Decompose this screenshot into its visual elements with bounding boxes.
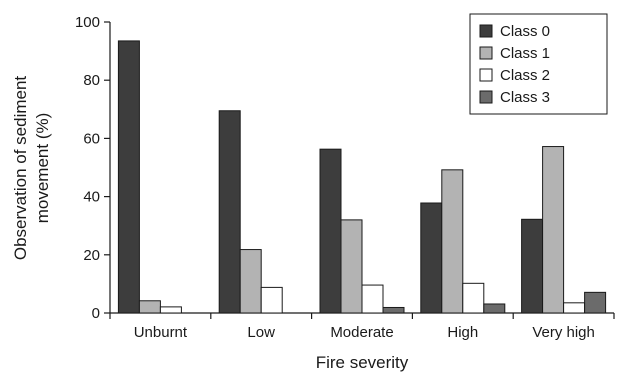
- bar-class-1-unburnt: [138, 300, 161, 314]
- bar-class-2-high: [462, 282, 485, 314]
- legend-label: Class 0: [500, 23, 550, 40]
- bar-class-0-unburnt: [117, 40, 140, 314]
- legend-box: [469, 13, 608, 115]
- y-tick-label: 20: [83, 247, 100, 264]
- bar-class-2-unburnt: [159, 306, 182, 314]
- y-tick-label: 60: [83, 130, 100, 147]
- legend-swatch: [479, 68, 493, 82]
- bar-class-0-high: [420, 202, 443, 314]
- bar-class-0-very-high: [521, 218, 544, 314]
- y-axis: 0 20 40 60 80 100: [75, 14, 111, 322]
- legend-swatch: [479, 46, 493, 60]
- x-tick-label: Unburnt: [134, 324, 188, 341]
- y-axis-title-line-1: Observation of sediment: [11, 76, 30, 261]
- x-axis: Unburnt Low Moderate High Very high: [109, 312, 615, 341]
- legend-label: Class 2: [500, 67, 550, 84]
- bar-class-3-high: [483, 303, 506, 314]
- bar-class-1-moderate: [340, 219, 363, 314]
- y-tick-label: 0: [92, 305, 100, 322]
- bar-class-2-low: [260, 286, 283, 314]
- x-axis-title: Fire severity: [316, 353, 409, 372]
- y-axis-title-line-2: movement (%): [33, 113, 52, 224]
- legend-swatch: [479, 24, 493, 38]
- y-tick-label: 80: [83, 72, 100, 89]
- legend-swatch: [479, 90, 493, 104]
- legend-label: Class 1: [500, 45, 550, 62]
- bar-class-0-low: [218, 110, 241, 314]
- y-axis-title: Observation of sediment movement (%): [11, 76, 52, 261]
- x-tick-label: Very high: [532, 324, 595, 341]
- y-tick-label: 100: [75, 14, 100, 31]
- y-tick-label: 40: [83, 189, 100, 206]
- x-tick-label: High: [447, 324, 478, 341]
- bar-class-2-very-high: [563, 302, 586, 314]
- bars: [117, 40, 607, 314]
- legend: Class 0 Class 1 Class 2 Class 3: [469, 13, 608, 115]
- bar-class-1-very-high: [542, 146, 565, 314]
- x-tick-label: Moderate: [330, 324, 393, 341]
- bar-class-1-high: [441, 169, 464, 314]
- bar-class-3-moderate: [382, 306, 405, 314]
- bar-class-2-moderate: [361, 284, 384, 314]
- legend-label: Class 3: [500, 89, 550, 106]
- bar-class-0-moderate: [319, 148, 342, 314]
- bar-class-3-very-high: [584, 291, 607, 314]
- x-tick-label: Low: [247, 324, 275, 341]
- bar-class-1-low: [239, 249, 262, 314]
